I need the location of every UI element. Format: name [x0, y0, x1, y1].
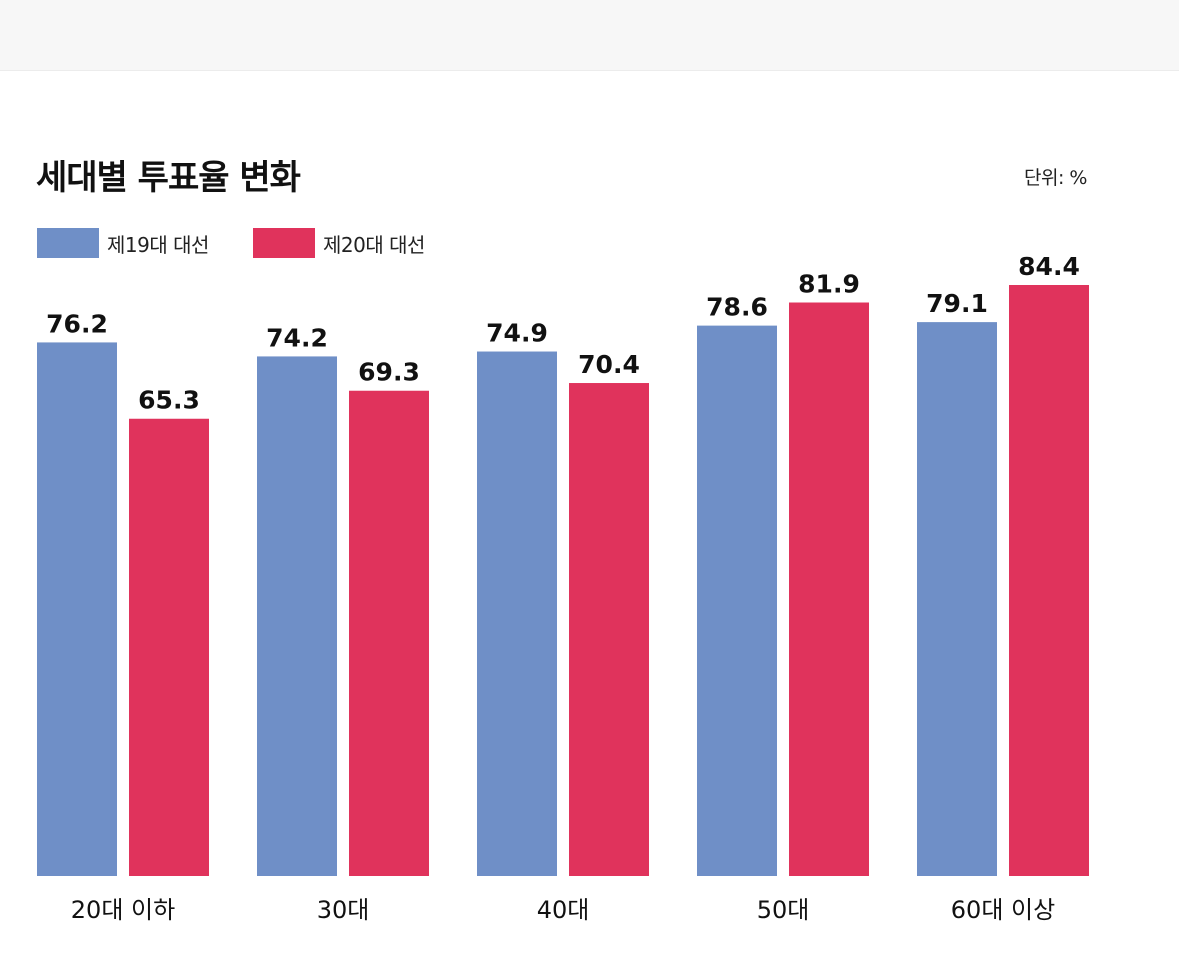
- bar-series-19-group-4: [917, 322, 997, 876]
- top-bar: [0, 0, 1179, 71]
- data-label-series-19-group-0: 76.2: [46, 309, 108, 338]
- data-label-series-20-group-0: 65.3: [138, 386, 200, 415]
- legend-swatch-series-19: [37, 228, 99, 258]
- category-label-4: 60대 이상: [951, 896, 1055, 924]
- data-label-series-20-group-4: 84.4: [1018, 252, 1080, 281]
- category-label-0: 20대 이하: [71, 896, 175, 924]
- legend-swatch-series-20: [253, 228, 315, 258]
- data-label-series-20-group-2: 70.4: [578, 350, 640, 379]
- category-label-2: 40대: [537, 896, 590, 924]
- data-label-series-20-group-1: 69.3: [358, 358, 420, 387]
- bar-series-20-group-1: [349, 390, 429, 876]
- bar-series-19-group-2: [477, 351, 557, 876]
- bar-series-19-group-1: [257, 356, 337, 876]
- data-label-series-19-group-2: 74.9: [486, 319, 548, 348]
- data-label-series-19-group-3: 78.6: [706, 293, 768, 322]
- category-label-1: 30대: [317, 896, 370, 924]
- legend-label-series-20: 제20대 대선: [323, 232, 425, 257]
- bar-series-20-group-0: [129, 418, 209, 876]
- bar-series-19-group-0: [37, 342, 117, 876]
- legend-item-series-19: 제19대 대선: [37, 228, 209, 258]
- data-label-series-20-group-3: 81.9: [798, 270, 860, 299]
- bar-series-20-group-3: [789, 302, 869, 876]
- bar-series-19-group-3: [697, 325, 777, 876]
- legend-label-series-19: 제19대 대선: [107, 232, 209, 257]
- unit-label: 단위: %: [1024, 167, 1087, 189]
- category-label-3: 50대: [757, 896, 810, 924]
- data-label-series-19-group-1: 74.2: [266, 323, 328, 352]
- bar-series-20-group-4: [1009, 285, 1089, 876]
- chart-title: 세대별 투표율 변화: [36, 158, 301, 198]
- data-label-series-19-group-4: 79.1: [926, 289, 988, 318]
- legend-item-series-20: 제20대 대선: [253, 228, 425, 258]
- bar-series-20-group-2: [569, 383, 649, 876]
